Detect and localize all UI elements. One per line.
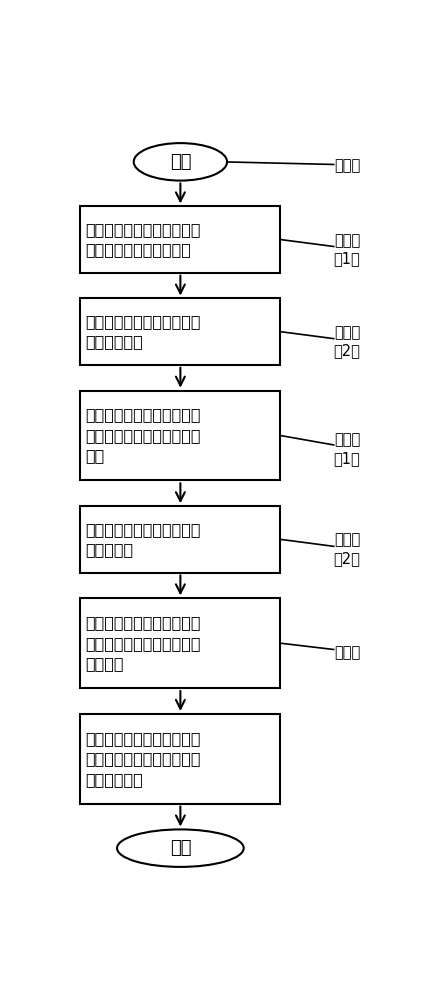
Text: 步骤二
（1）: 步骤二 （1） <box>334 233 360 266</box>
Ellipse shape <box>117 829 244 867</box>
Text: 步骤三
（2）: 步骤三 （2） <box>334 533 360 566</box>
Text: 步骤四: 步骤四 <box>334 645 360 660</box>
Ellipse shape <box>134 143 227 181</box>
Bar <box>80 391 280 480</box>
Text: 地面后处理定标回波数据，
提出用于成像运动精细化补
偿的相位信息: 地面后处理定标回波数据， 提出用于成像运动精细化补 偿的相位信息 <box>86 731 201 787</box>
Text: 地面定标站接收卫星发射的
相位定标信号: 地面定标站接收卫星发射的 相位定标信号 <box>86 314 201 349</box>
Text: 卫星接收地面站所转发的相
位定标信号: 卫星接收地面站所转发的相 位定标信号 <box>86 522 201 557</box>
Bar <box>80 714 280 804</box>
Text: 星载定标装置发射脉冲体制
的线性调频相位定标信号: 星载定标装置发射脉冲体制 的线性调频相位定标信号 <box>86 222 201 257</box>
Text: 开始: 开始 <box>169 153 191 171</box>
Bar <box>80 206 280 273</box>
Text: 步骤三
（1）: 步骤三 （1） <box>334 432 360 466</box>
Text: 步骤二
（2）: 步骤二 （2） <box>334 325 360 358</box>
Text: 步骤一: 步骤一 <box>334 158 360 173</box>
Text: 地面定标向卫星转发附加调
制了定标站坐标的相位定标
信号: 地面定标向卫星转发附加调 制了定标站坐标的相位定标 信号 <box>86 408 201 463</box>
Bar <box>80 598 280 688</box>
Bar <box>80 506 280 573</box>
Text: 结束: 结束 <box>169 839 191 857</box>
Text: 卫星处理所接收的相位定标
信号，形成定标回波数据下
发至地面: 卫星处理所接收的相位定标 信号，形成定标回波数据下 发至地面 <box>86 615 201 671</box>
Bar <box>80 298 280 365</box>
